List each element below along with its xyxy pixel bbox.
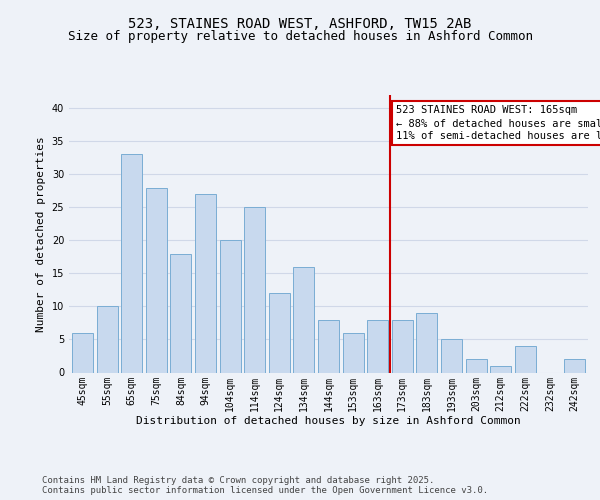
- Bar: [490, 366, 511, 372]
- Text: 523, STAINES ROAD WEST, ASHFORD, TW15 2AB: 523, STAINES ROAD WEST, ASHFORD, TW15 2A…: [128, 18, 472, 32]
- Bar: [121, 154, 142, 372]
- Bar: [244, 208, 265, 372]
- Bar: [293, 267, 314, 372]
- Bar: [392, 320, 413, 372]
- Bar: [269, 293, 290, 372]
- Bar: [564, 360, 585, 372]
- Y-axis label: Number of detached properties: Number of detached properties: [36, 136, 46, 332]
- Bar: [146, 188, 167, 372]
- Bar: [343, 333, 364, 372]
- X-axis label: Distribution of detached houses by size in Ashford Common: Distribution of detached houses by size …: [136, 416, 521, 426]
- Bar: [416, 313, 437, 372]
- Bar: [441, 340, 462, 372]
- Bar: [318, 320, 339, 372]
- Bar: [195, 194, 216, 372]
- Bar: [515, 346, 536, 372]
- Text: Size of property relative to detached houses in Ashford Common: Size of property relative to detached ho…: [67, 30, 533, 43]
- Bar: [466, 360, 487, 372]
- Bar: [97, 306, 118, 372]
- Bar: [220, 240, 241, 372]
- Bar: [170, 254, 191, 372]
- Bar: [72, 333, 93, 372]
- Text: 523 STAINES ROAD WEST: 165sqm
← 88% of detached houses are smaller (210)
11% of : 523 STAINES ROAD WEST: 165sqm ← 88% of d…: [396, 105, 600, 142]
- Text: Contains HM Land Registry data © Crown copyright and database right 2025.
Contai: Contains HM Land Registry data © Crown c…: [42, 476, 488, 496]
- Bar: [367, 320, 388, 372]
